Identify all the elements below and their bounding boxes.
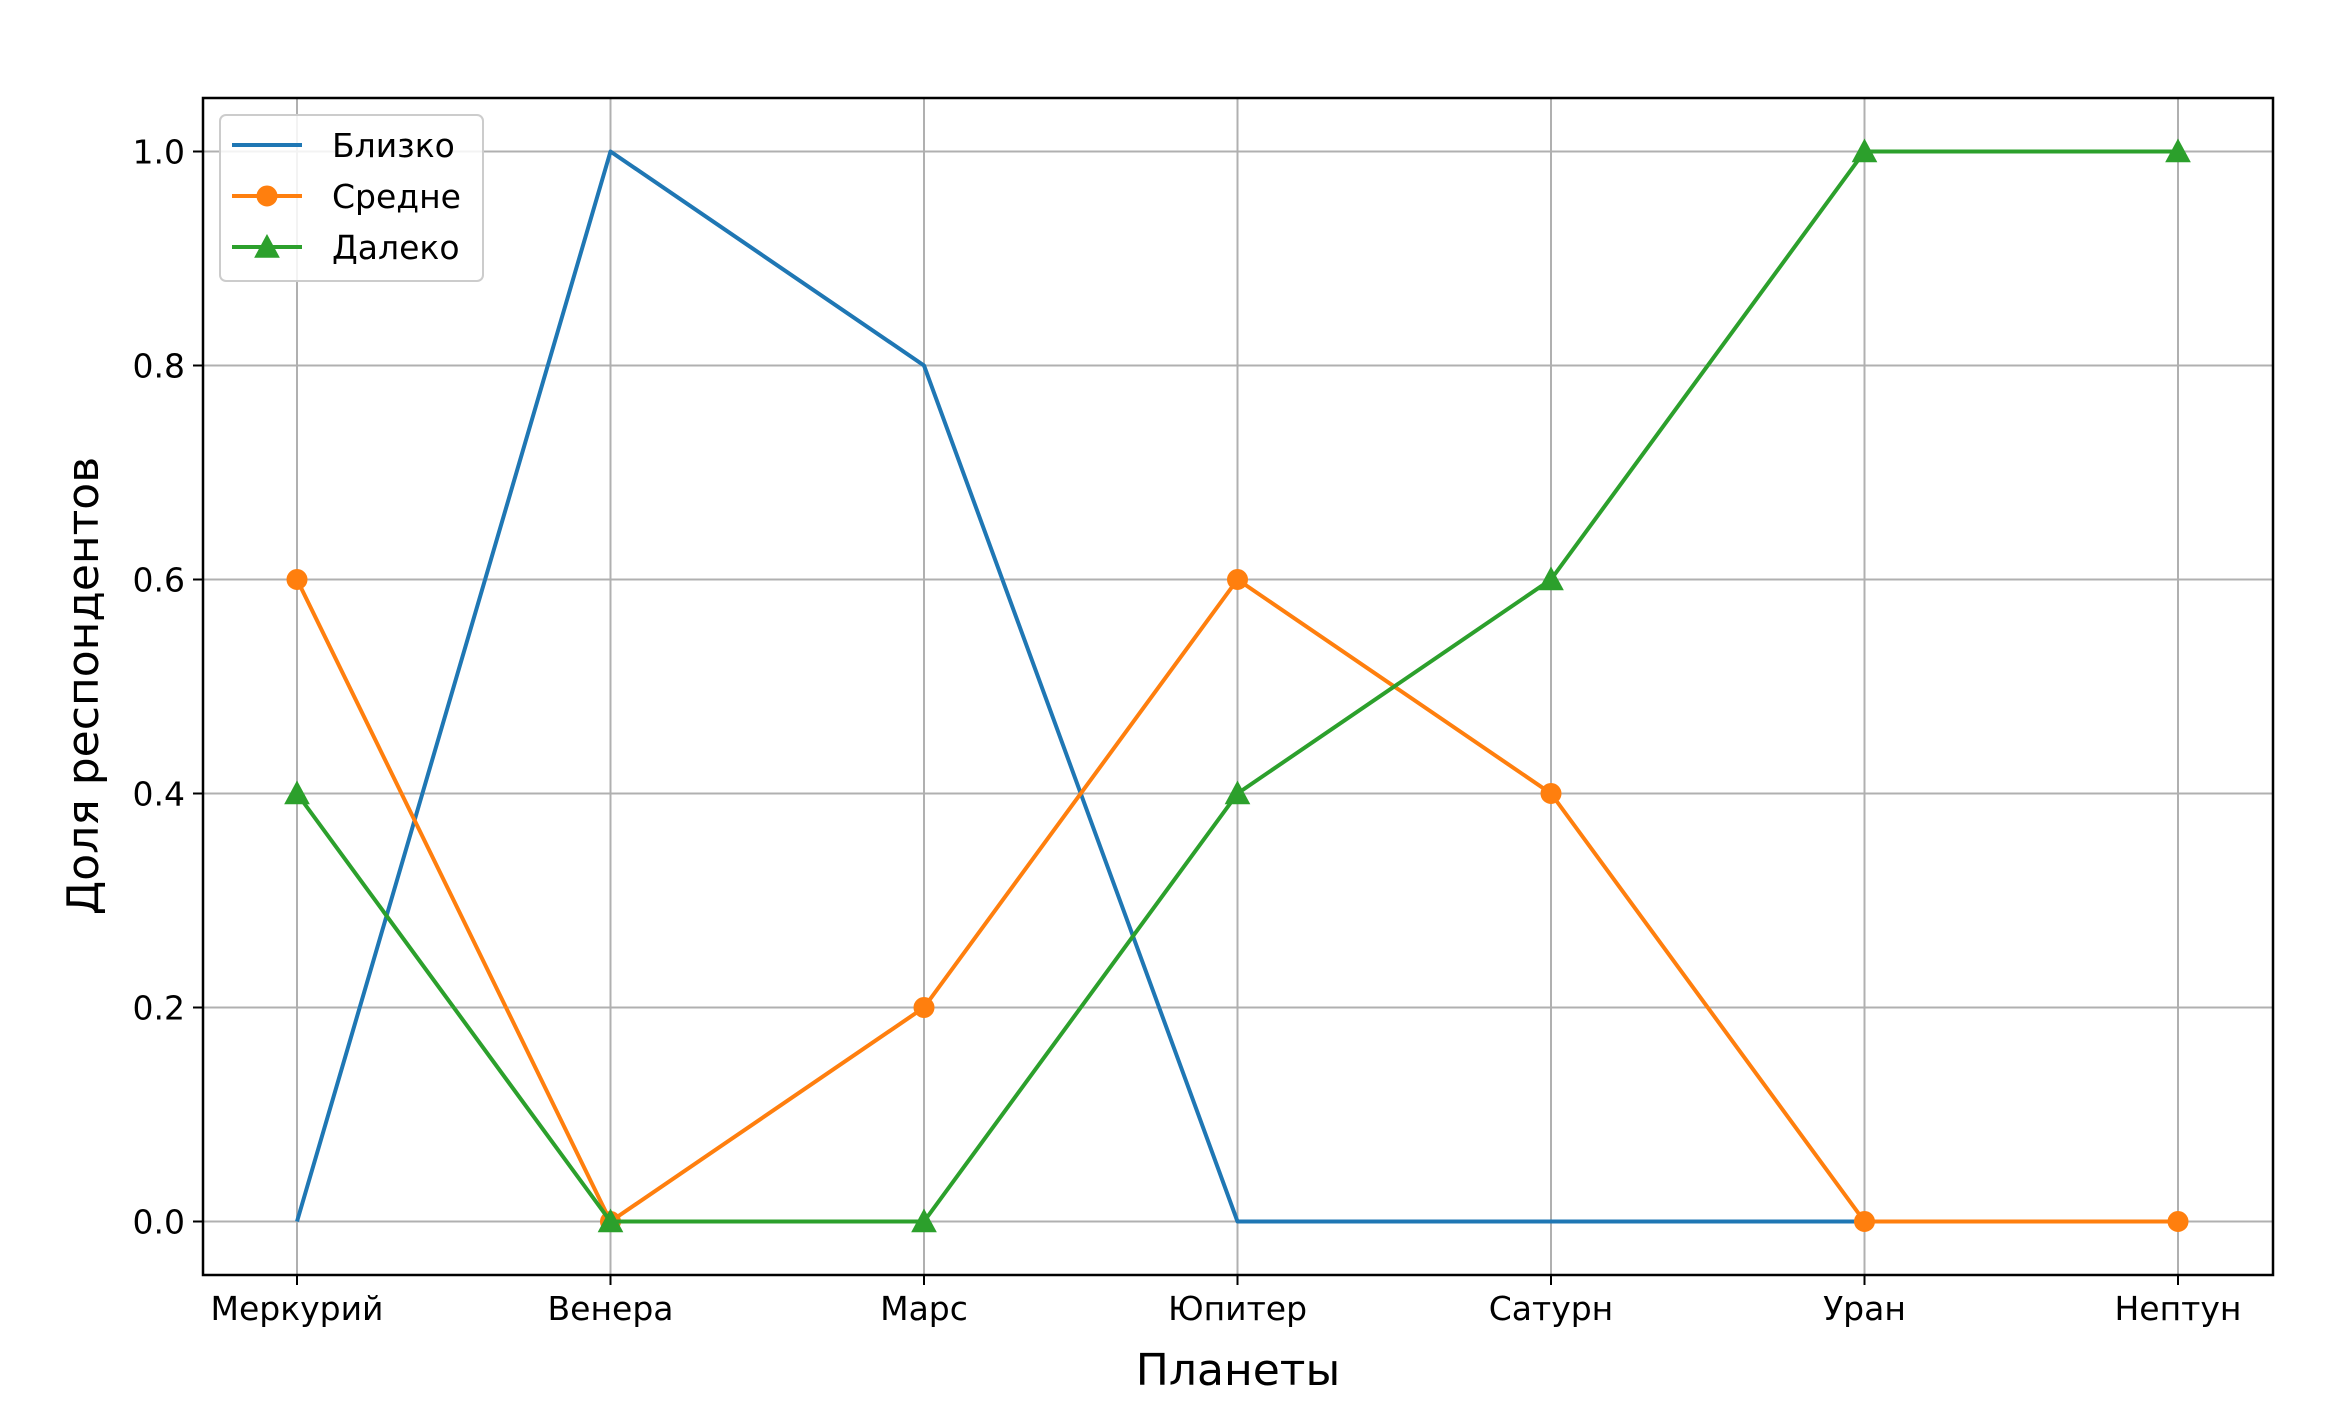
data-point-marker [597, 1208, 624, 1233]
data-point-marker [1851, 138, 1878, 163]
series-3 [284, 138, 2191, 1233]
legend-label: Далеко [332, 228, 460, 267]
data-point-marker [284, 780, 310, 805]
data-point-marker [1224, 780, 1251, 805]
data-point-marker [911, 1208, 937, 1233]
y-tick-label: 1.0 [133, 133, 185, 172]
legend-label: Средне [332, 177, 461, 216]
data-point-marker [1227, 569, 1248, 590]
legend-marker-swatch [256, 185, 278, 207]
y-tick-label: 0.0 [133, 1203, 185, 1242]
x-axis-label: Планеты [1136, 1345, 1340, 1396]
grid-lines [203, 98, 2273, 1275]
y-axis-label: Доля респондентов [58, 457, 109, 915]
x-tick-label: Сатурн [1489, 1289, 1614, 1328]
data-point-marker [286, 569, 308, 590]
y-tick-label: 0.2 [133, 989, 185, 1028]
x-tick-label: Марс [880, 1289, 968, 1328]
x-tick-label: Нептун [2114, 1289, 2241, 1328]
data-point-marker [1538, 566, 1564, 591]
x-tick-label: Меркурий [210, 1289, 383, 1328]
data-point-marker [2167, 1211, 2189, 1232]
y-axis-ticks: 0.0 0.2 0.4 0.6 0.8 1.0 [133, 133, 203, 1242]
legend-marker-swatch [254, 233, 280, 258]
legend: Близко Средне Далеко [219, 114, 484, 282]
legend-box [219, 114, 484, 282]
legend-entry: Средне [232, 177, 461, 216]
data-point-marker [1540, 783, 1562, 804]
data-point-marker [913, 997, 935, 1018]
legend-entry: Близко [232, 126, 455, 165]
series-lines [284, 138, 2191, 1233]
x-axis-ticks: Меркурий Венера Марс Юпитер Сатурн Уран Нептун [210, 1275, 2242, 1328]
legend-items: Близко Средне Далеко [232, 126, 461, 267]
x-tick-label: Уран [1823, 1289, 1906, 1328]
legend-entry: Далеко [232, 228, 460, 267]
y-tick-label: 0.4 [133, 775, 185, 814]
x-tick-label: Венера [548, 1289, 674, 1328]
y-tick-label: 0.8 [133, 347, 185, 386]
data-point-marker [2165, 138, 2191, 163]
y-tick-label: 0.6 [133, 561, 185, 600]
x-tick-label: Юпитер [1168, 1289, 1307, 1328]
data-point-marker [1854, 1211, 1875, 1232]
legend-label: Близко [332, 126, 455, 165]
